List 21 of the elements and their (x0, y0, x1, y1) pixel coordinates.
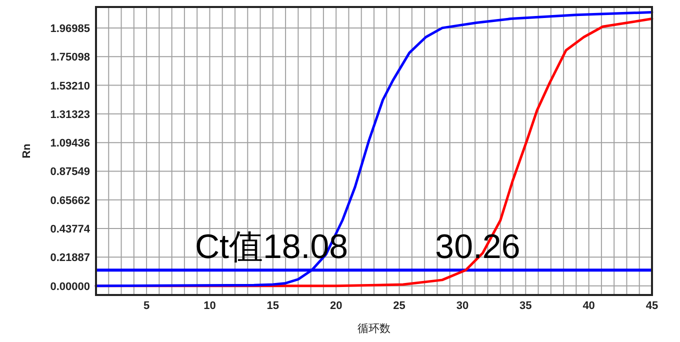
x-tick-label: 25 (393, 300, 406, 312)
x-tick-label: 40 (582, 300, 595, 312)
y-tick-label: 1.09436 (50, 138, 90, 150)
y-tick-label: 1.53210 (50, 80, 90, 92)
x-tick-label: 5 (143, 300, 150, 312)
x-tick-label: 15 (266, 300, 280, 312)
x-tick-label: 10 (204, 300, 216, 312)
x-tick-label: 30 (456, 300, 469, 312)
y-tick-label: 0.43774 (50, 224, 91, 236)
x-tick-label: 20 (330, 300, 342, 312)
y-tick-label: 1.75098 (50, 52, 90, 64)
y-tick-label: 1.96985 (50, 22, 90, 35)
y-tick-label: 0.00000 (50, 280, 90, 293)
y-tick-label: 0.21887 (50, 252, 90, 264)
x-tick-label: 35 (520, 300, 532, 312)
x-axis-title: 循环数 (358, 323, 390, 335)
y-tick-label: 1.31323 (50, 108, 90, 121)
y-axis-title: Rn (21, 143, 33, 158)
x-tick-label: 45 (646, 300, 658, 312)
y-tick-label: 0.87549 (50, 166, 90, 178)
y-tick-label: 0.65662 (50, 194, 90, 207)
